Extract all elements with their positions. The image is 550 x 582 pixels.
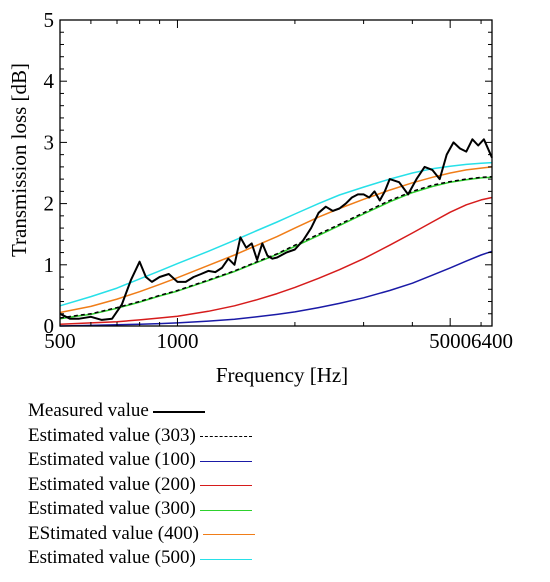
legend-label: Estimated value (303) xyxy=(28,424,196,446)
y-tick-label: 1 xyxy=(44,253,55,277)
legend-item: Estimated value (100) xyxy=(28,448,348,473)
legend-label: EStimated value (400) xyxy=(28,522,199,544)
x-tick-label: 500 xyxy=(44,329,76,353)
y-tick-label: 0 xyxy=(44,314,55,338)
series-line-3 xyxy=(59,196,493,325)
y-tick-label: 5 xyxy=(44,8,55,32)
series-line-6 xyxy=(59,161,493,307)
x-tick-label: 1000 xyxy=(156,329,198,353)
y-tick-label: 3 xyxy=(44,130,55,154)
legend-label: Estimated value (300) xyxy=(28,498,196,520)
legend-item: EStimated value (400) xyxy=(28,522,348,547)
legend-swatch xyxy=(199,460,252,462)
legend-swatch xyxy=(199,509,252,511)
legend-item: Estimated value (300) xyxy=(28,497,348,522)
legend-label: Estimated value (500) xyxy=(28,547,196,569)
series-line-4 xyxy=(59,176,493,320)
legend-swatch xyxy=(152,411,205,414)
legend-label: Estimated value (200) xyxy=(28,473,196,495)
legend-label: Estimated value (100) xyxy=(28,449,196,471)
series-line-1 xyxy=(59,175,493,319)
x-tick-label: 6400 xyxy=(471,329,513,353)
chart-svg: 0 1 2 3 4 5 500 1000 5000 6400 Transmission loss … xyxy=(7,8,514,387)
legend-label: Measured value xyxy=(28,400,149,422)
legend-item: Estimated value (303) xyxy=(28,424,348,449)
legend-swatch xyxy=(199,436,252,438)
tick-layer: 0 1 2 3 4 5 500 1000 5000 6400 xyxy=(44,8,514,353)
x-axis-label: Frequency [Hz] xyxy=(216,363,348,387)
y-axis-label: Transmission loss [dB] xyxy=(7,63,31,257)
x-tick-label: 5000 xyxy=(429,329,471,353)
legend-swatch xyxy=(199,485,252,487)
legend: Measured value Estimated value (303) Estim… xyxy=(28,399,348,571)
y-tick-label: 2 xyxy=(44,192,55,216)
legend-item: Estimated value (500) xyxy=(28,546,348,571)
y-tick-label: 4 xyxy=(44,69,55,93)
legend-swatch xyxy=(199,558,252,560)
plot-frame xyxy=(59,19,493,327)
series-line-2 xyxy=(59,250,493,327)
series-layer xyxy=(59,138,493,327)
legend-swatch xyxy=(202,534,255,536)
series-line-5 xyxy=(59,166,493,314)
legend-item: Measured value xyxy=(28,399,348,424)
series-line-0 xyxy=(59,138,493,321)
legend-item: Estimated value (200) xyxy=(28,473,348,498)
